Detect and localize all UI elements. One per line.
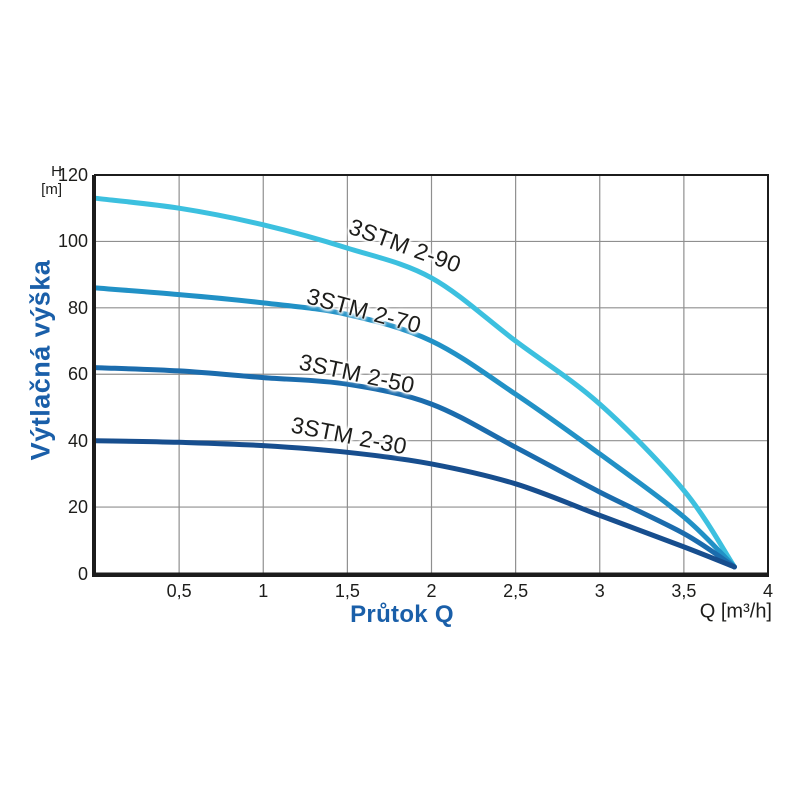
y-tick-label: 60 [67, 364, 88, 385]
y-tick-label: 40 [67, 430, 88, 451]
x-tick-label: 0,5 [166, 581, 192, 601]
x-tick-label: 3 [594, 581, 605, 601]
x-tick-label: 3,5 [671, 581, 697, 601]
y-tick-label: 120 [57, 165, 88, 185]
x-tick-label: 1,5 [334, 581, 360, 601]
x-axis-title: Průtok Q [350, 601, 454, 628]
x-axis-unit: Q [m³/h] [699, 600, 772, 623]
x-tick-label: 1 [258, 581, 269, 601]
x-tick-label: 2,5 [503, 581, 529, 601]
x-tick-label: 4 [762, 581, 773, 601]
curve-3stm-2-50 [92, 365, 737, 570]
y-tick-label: 80 [67, 297, 88, 318]
y-tick-label: 0 [77, 563, 88, 584]
y-tick-label: 20 [67, 497, 88, 518]
y-axis-unit-symbol: H [51, 163, 62, 180]
curve-3stm-2-70 [92, 285, 737, 570]
y-axis-unit: H [m] [18, 163, 62, 199]
y-tick-label: 100 [57, 231, 88, 252]
curve-3stm-2-90 [92, 195, 737, 570]
y-axis-unit-bracket: [m] [41, 181, 62, 198]
x-tick-label: 2 [426, 581, 437, 601]
curve-3stm-2-30 [92, 438, 737, 570]
